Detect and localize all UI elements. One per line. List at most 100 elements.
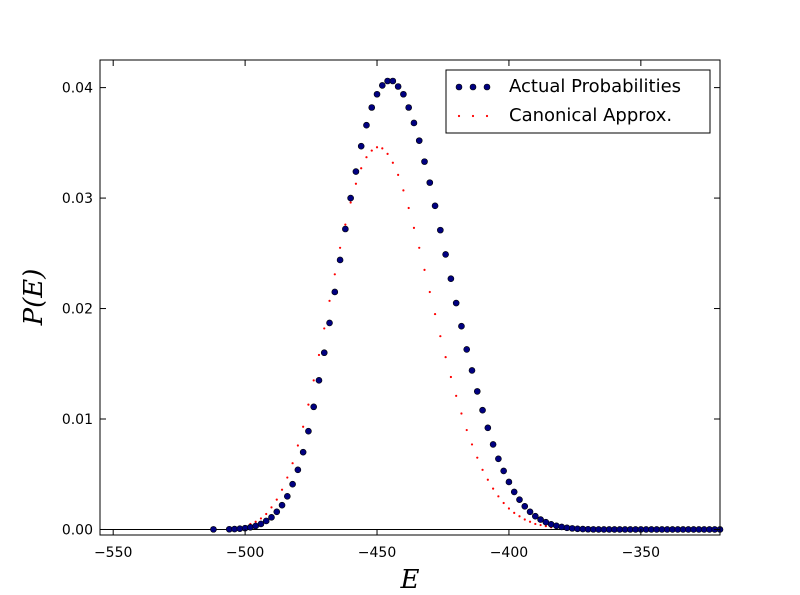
data-point-canonical — [418, 246, 421, 249]
data-point-canonical — [302, 425, 305, 428]
data-point-canonical — [470, 443, 474, 446]
data-point-canonical — [486, 478, 489, 481]
legend-marker-actual — [483, 83, 491, 91]
data-point-actual — [268, 514, 275, 521]
data-point-actual — [405, 104, 412, 111]
data-point-actual — [452, 299, 460, 307]
legend: Actual Probabilities Canonical Approx. — [445, 69, 711, 134]
data-point-canonical — [259, 517, 263, 520]
plot-frame — [99, 59, 721, 536]
data-point-canonical — [344, 223, 347, 226]
data-point-actual — [389, 77, 397, 85]
y-axis-label: P(E) — [19, 269, 49, 327]
data-point-actual — [294, 466, 302, 474]
data-point-actual — [510, 488, 518, 496]
data-point-actual — [537, 516, 544, 523]
data-point-actual — [553, 522, 560, 530]
data-point-canonical — [407, 206, 410, 210]
data-point-actual — [320, 349, 328, 357]
data-point-actual — [500, 467, 507, 475]
data-point-actual — [400, 90, 407, 98]
data-point-actual — [284, 493, 291, 500]
data-point-actual — [426, 179, 434, 186]
data-point-actual — [521, 502, 529, 510]
data-point-actual — [368, 104, 376, 111]
data-point-actual — [289, 480, 296, 488]
data-point-canonical — [391, 161, 394, 164]
legend-marker-canonical — [471, 114, 475, 118]
y-tick-label: 0.04 — [62, 81, 93, 97]
data-point-canonical — [513, 511, 516, 515]
data-point-actual — [489, 441, 497, 448]
data-point-canonical — [354, 182, 358, 185]
data-point-canonical — [492, 487, 495, 490]
data-point-actual — [378, 82, 386, 89]
data-point-canonical — [323, 327, 326, 330]
legend-marker-actual — [455, 83, 463, 91]
data-point-canonical — [534, 522, 537, 526]
data-point-actual — [431, 202, 439, 210]
data-point-actual — [342, 225, 349, 233]
data-point-actual — [484, 424, 492, 432]
data-point-canonical — [307, 403, 310, 406]
x-tick-label: −550 — [94, 545, 132, 561]
data-point-canonical — [280, 488, 284, 491]
legend-marker-canonical — [485, 114, 489, 118]
data-point-canonical — [433, 312, 437, 316]
legend-label-canonical: Canonical Approx. — [509, 105, 672, 126]
data-point-canonical — [360, 167, 363, 170]
data-point-canonical — [375, 146, 379, 149]
x-tick-label: −400 — [490, 545, 528, 561]
data-point-canonical — [254, 520, 257, 523]
data-point-actual — [299, 448, 307, 456]
data-point-canonical — [439, 335, 442, 338]
legend-marker-actual — [469, 83, 477, 91]
data-point-actual — [458, 322, 465, 330]
data-point-canonical — [397, 173, 400, 176]
data-point-actual — [373, 90, 381, 98]
data-point-actual — [410, 119, 418, 127]
data-point-actual — [273, 508, 281, 516]
data-point-canonical — [286, 476, 289, 479]
data-point-actual — [347, 194, 354, 202]
x-axis-label: E — [400, 565, 420, 595]
data-point-canonical — [275, 498, 278, 501]
data-point-actual — [505, 478, 513, 486]
data-point-actual — [357, 142, 365, 150]
data-point-actual — [468, 367, 476, 374]
data-point-actual — [415, 137, 423, 144]
legend-label-actual: Actual Probabilities — [509, 76, 681, 97]
data-point-canonical — [349, 201, 352, 204]
data-point-actual — [257, 520, 265, 528]
data-point-canonical — [481, 468, 484, 471]
data-point-canonical — [544, 525, 547, 528]
data-point-canonical — [502, 501, 505, 505]
data-point-canonical — [528, 520, 532, 523]
data-point-actual — [516, 496, 523, 503]
data-point-actual — [495, 455, 502, 463]
data-point-actual — [421, 158, 428, 165]
data-point-actual — [336, 256, 344, 264]
data-point-canonical — [386, 152, 389, 155]
data-point-actual — [305, 427, 312, 435]
data-point-canonical — [539, 523, 542, 527]
data-point-canonical — [333, 273, 336, 276]
data-point-actual — [310, 403, 318, 411]
data-point-actual — [262, 517, 270, 525]
data-point-canonical — [423, 268, 426, 271]
data-point-actual — [394, 83, 402, 90]
data-point-actual — [363, 121, 370, 129]
data-point-canonical — [265, 512, 268, 516]
data-point-actual — [532, 512, 539, 520]
data-point-actual — [278, 501, 286, 509]
data-point-canonical — [381, 147, 384, 150]
data-point-canonical — [455, 394, 458, 397]
legend-marker-canonical — [457, 114, 461, 118]
y-tick-label: 0.03 — [62, 191, 93, 207]
data-point-actual — [437, 226, 444, 234]
x-tick-label: −350 — [622, 545, 660, 561]
data-point-canonical — [523, 518, 526, 521]
data-point-canonical — [291, 462, 294, 465]
data-point-actual — [447, 275, 455, 283]
